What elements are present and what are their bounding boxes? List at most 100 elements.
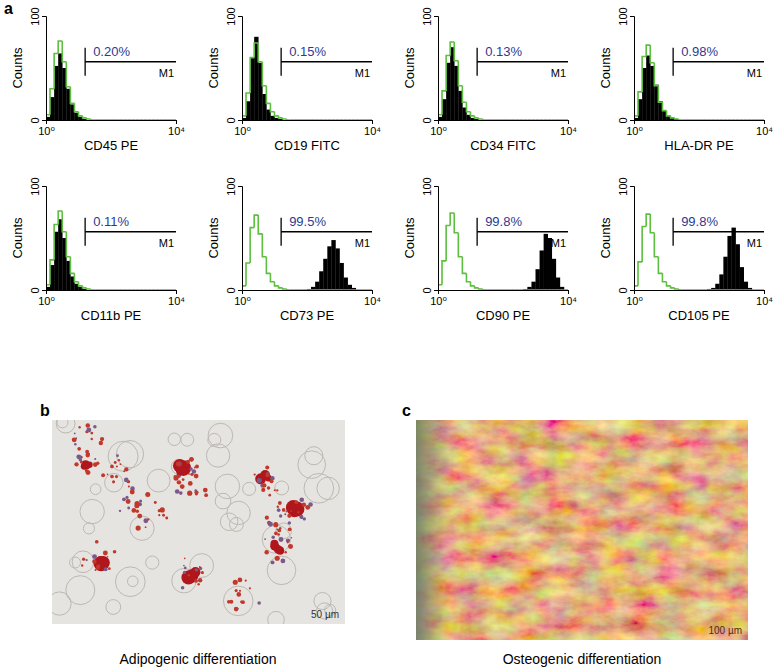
lipid-droplet <box>238 578 243 583</box>
lipid-droplet <box>85 450 89 454</box>
lipid-droplet <box>179 491 183 495</box>
histogram-step <box>295 289 299 290</box>
scale-bar-label: 50 µm <box>311 609 339 620</box>
lipid-droplet <box>273 522 278 527</box>
lipid-droplet <box>137 514 142 519</box>
plot-area <box>634 214 764 290</box>
histogram-step <box>462 257 466 274</box>
histogram-step <box>303 119 307 120</box>
histogram-step <box>152 119 156 120</box>
y-tick-label: 100 <box>617 7 629 25</box>
histogram-step <box>483 289 487 290</box>
y-tick-label: 0 <box>617 117 629 123</box>
histogram-bin <box>127 120 131 121</box>
histogram-bin <box>495 120 499 121</box>
histogram-step <box>495 119 499 120</box>
gate-edge <box>476 218 477 246</box>
histogram-step <box>123 289 127 290</box>
lipid-droplet <box>271 560 275 564</box>
histogram-step <box>527 119 531 120</box>
histogram-step <box>139 289 143 290</box>
histogram-step <box>540 289 544 290</box>
cell-outline <box>223 586 253 616</box>
x-tick: 10⁴ <box>168 290 185 307</box>
histogram-step <box>523 119 527 120</box>
cell-outline <box>52 592 71 615</box>
histogram-bin <box>711 120 715 121</box>
histogram-bin <box>667 290 671 291</box>
caption: Osteogenic differentiation <box>503 651 662 667</box>
histogram-bin <box>760 290 764 291</box>
lipid-droplet <box>100 437 104 441</box>
histogram-step <box>79 112 83 116</box>
histogram-step <box>287 119 291 120</box>
histogram-bin <box>291 290 295 291</box>
x-tick-label: 10⁰ <box>430 295 447 307</box>
histogram-step <box>127 289 131 290</box>
lipid-droplet <box>265 516 269 520</box>
lipid-droplet <box>97 556 110 569</box>
histogram-step <box>295 119 299 120</box>
histogram-step <box>54 53 58 88</box>
cell-outline <box>267 556 296 585</box>
histogram-step <box>707 119 711 120</box>
histogram-step <box>70 87 74 104</box>
histogram-bin <box>732 120 736 121</box>
histogram-bin <box>740 120 744 121</box>
histogram-step <box>356 119 360 120</box>
gate-bar <box>281 61 372 62</box>
histogram-step <box>156 119 160 120</box>
histogram-step <box>707 289 711 290</box>
y-tick: 100 <box>225 177 242 195</box>
histogram-fill <box>707 228 752 290</box>
histogram-step <box>536 289 540 290</box>
lipid-droplet <box>79 458 83 462</box>
histogram-bin <box>139 120 143 121</box>
x-axis: 10⁰10⁴ <box>38 120 185 137</box>
x-tick-mark <box>764 120 765 124</box>
histogram-bin <box>95 290 99 291</box>
y-tick-mark <box>434 120 438 121</box>
lipid-droplet <box>297 511 299 513</box>
x-axis: 10⁰10⁴ <box>234 290 381 307</box>
histogram-bin <box>552 120 556 121</box>
histogram-step <box>303 289 307 290</box>
x-tick-label: 10⁴ <box>364 295 381 307</box>
y-tick: 0 <box>617 117 634 123</box>
histogram-step <box>83 116 87 118</box>
histogram-step <box>323 289 327 290</box>
histogram-step <box>446 226 450 261</box>
histogram-bin <box>499 120 503 121</box>
histogram-bin <box>360 120 364 121</box>
lipid-droplet <box>264 550 268 554</box>
histogram-bin <box>160 120 164 121</box>
histogram-step <box>471 282 475 286</box>
lipid-droplet <box>145 526 147 528</box>
histogram-bin <box>340 120 344 121</box>
y-tick-label: 0 <box>421 117 433 123</box>
histogram-step <box>275 112 279 116</box>
histogram-panel: 10⁰10⁴0100CD34 FITCCounts0.13%M1 <box>402 7 577 153</box>
histogram-bin <box>487 290 491 291</box>
histogram-bin <box>250 290 254 291</box>
micrograph-background <box>416 420 748 640</box>
histogram-step <box>50 260 54 285</box>
histogram-bin <box>560 120 564 121</box>
x-axis: 10⁰10⁴ <box>430 120 577 137</box>
histogram-step <box>91 289 95 290</box>
lipid-droplet <box>85 423 90 428</box>
lipid-droplet <box>85 559 87 561</box>
lipid-droplet <box>101 473 105 477</box>
y-tick-mark <box>630 16 634 17</box>
x-tick-label: 10⁴ <box>560 295 577 307</box>
y-axis-title: Counts <box>206 217 221 259</box>
histogram-bin <box>95 120 99 121</box>
histogram-step <box>95 119 99 120</box>
lipid-droplet <box>277 508 281 512</box>
lipid-droplet <box>254 473 256 475</box>
lipid-droplet <box>189 467 193 471</box>
lipid-droplet <box>194 467 196 469</box>
histogram-bin <box>258 290 262 291</box>
x-axis-title: CD11b PE <box>81 308 142 323</box>
x-axis: 10⁰10⁴ <box>626 290 773 307</box>
